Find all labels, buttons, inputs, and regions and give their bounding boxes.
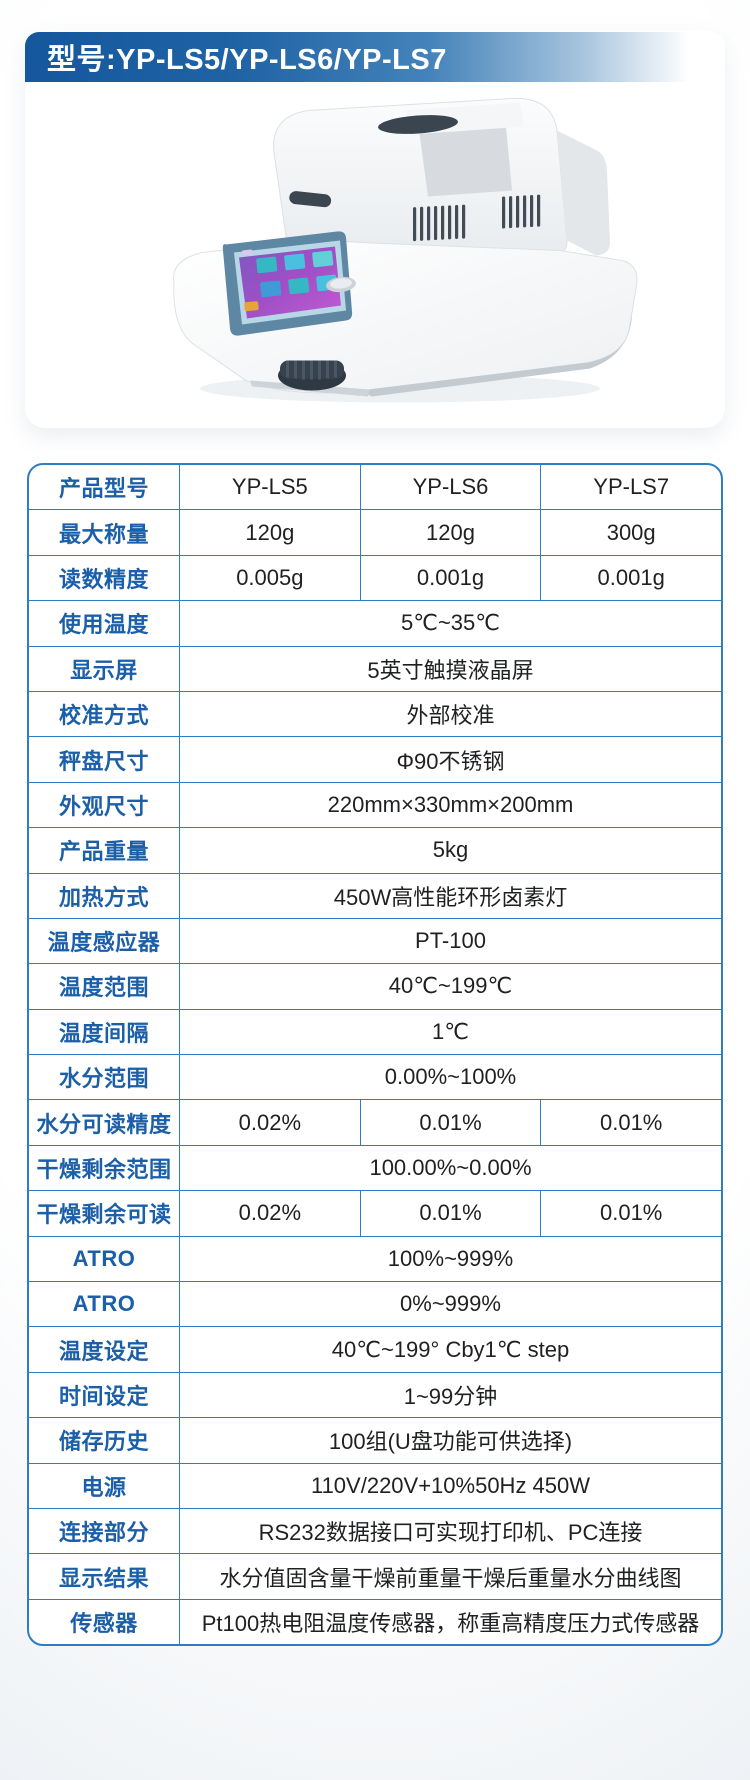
spec-value: 100%~999% [179, 1236, 721, 1282]
spec-value: 120g [359, 510, 541, 555]
table-row: 最大称量 120g 120g 300g [29, 509, 721, 555]
spec-label: 使用温度 [58, 612, 149, 638]
spec-value: 0.001g [540, 555, 721, 601]
table-row: 校准方式 外部校准 [29, 690, 721, 737]
spec-label: 干燥剩余范围 [36, 1157, 172, 1183]
spec-label: 校准方式 [58, 703, 149, 729]
spec-table: 产品型号 YP-LS5 YP-LS6 YP-LS7 最大称量 120g 120g 300g 读数… [27, 463, 723, 1647]
table-row: 产品重量 5kg [29, 827, 721, 873]
spec-value: 0.02% [179, 1100, 360, 1145]
table-row: 温度感应器 PT-100 [29, 917, 721, 964]
spec-value: 0.001g [359, 555, 541, 601]
table-row: 水分范围 0.00%~100% [29, 1054, 721, 1100]
table-row: 传感器 Pt100热电阻温度传感器，称重高精度压力式传感器 [29, 1598, 721, 1645]
spec-label: ATRO [72, 1291, 136, 1317]
spec-value: 0.02% [179, 1191, 360, 1236]
table-row: 显示屏 5英寸触摸液晶屏 [29, 645, 721, 691]
spec-value: PT-100 [179, 918, 721, 964]
spec-label: 温度设定 [58, 1338, 149, 1364]
spec-label: 读数精度 [58, 566, 149, 592]
spec-label: 储存历史 [58, 1429, 149, 1455]
spec-value: 1℃ [179, 1009, 721, 1055]
spec-value: 0%~999% [179, 1282, 721, 1327]
table-row: 干燥剩余范围 100.00%~0.00% [29, 1144, 721, 1191]
spec-value: 0.01% [540, 1100, 721, 1145]
spec-value: 120g [179, 510, 360, 555]
table-row: 读数精度 0.005g 0.001g 0.001g [29, 554, 721, 601]
product-hero-card: 型号:YP-LS5/YP-LS6/YP-LS7 [25, 30, 725, 428]
spec-value: 40℃~199℃ [179, 964, 721, 1009]
spec-label: 秤盘尺寸 [58, 748, 149, 774]
spec-value: Φ90不锈钢 [179, 737, 721, 782]
table-row: 产品型号 YP-LS5 YP-LS6 YP-LS7 [29, 465, 721, 510]
table-row: ATRO 0%~999% [29, 1281, 721, 1327]
table-row: 干燥剩余可读 0.02% 0.01% 0.01% [29, 1190, 721, 1236]
spec-value: 0.005g [179, 555, 360, 601]
spec-value: YP-LS5 [179, 465, 360, 510]
spec-label: 显示结果 [58, 1565, 149, 1591]
table-row: 温度范围 40℃~199℃ [29, 963, 721, 1009]
spec-value: 0.01% [540, 1191, 721, 1236]
spec-value: Pt100热电阻温度传感器，称重高精度压力式传感器 [179, 1599, 721, 1645]
model-title-bar: 型号:YP-LS5/YP-LS6/YP-LS7 [25, 32, 725, 82]
spec-value: 450W高性能环形卤素灯 [179, 873, 721, 918]
spec-value: YP-LS6 [359, 465, 541, 510]
spec-label: 温度感应器 [47, 930, 161, 956]
spec-label: 时间设定 [58, 1384, 149, 1409]
spec-label: 水分范围 [58, 1066, 149, 1092]
spec-value: 5英寸触摸液晶屏 [179, 646, 721, 691]
table-row: 储存历史 100组(U盘功能可供选择) [29, 1417, 721, 1463]
spec-value: 0.01% [359, 1100, 541, 1145]
spec-label: 水分可读精度 [36, 1111, 172, 1137]
table-row: 外观尺寸 220mm×330mm×200mm [29, 781, 721, 828]
spec-value: 1~99分钟 [179, 1372, 721, 1418]
product-photo [160, 90, 640, 405]
page-title: 型号:YP-LS5/YP-LS6/YP-LS7 [47, 44, 447, 76]
spec-value: 110V/220V+10%50Hz 450W [179, 1463, 721, 1508]
spec-value: 100.00%~0.00% [179, 1145, 721, 1191]
spec-label: 最大称量 [58, 521, 149, 547]
table-row: 水分可读精度 0.02% 0.01% 0.01% [29, 1099, 721, 1145]
spec-value: 100组(U盘功能可供选择) [179, 1418, 721, 1463]
table-row: 时间设定 1~99分钟 [29, 1371, 721, 1418]
spec-label: 产品重量 [58, 839, 149, 865]
spec-label: 加热方式 [58, 884, 149, 910]
spec-label: 连接部分 [58, 1520, 149, 1546]
table-row: 使用温度 5℃~35℃ [29, 600, 721, 646]
table-row: 显示结果 水分值固含量干燥前重量干燥后重量水分曲线图 [29, 1553, 721, 1599]
spec-label: 外观尺寸 [58, 793, 149, 819]
spec-value: 220mm×330mm×200mm [179, 782, 721, 828]
table-row: 温度间隔 1℃ [29, 1008, 721, 1055]
table-row: ATRO 100%~999% [29, 1235, 721, 1282]
spec-value: 40℃~199° Cby1℃ step [179, 1327, 721, 1372]
table-row: 秤盘尺寸 Φ90不锈钢 [29, 736, 721, 782]
spec-label: 产品型号 [58, 476, 149, 502]
spec-label: 干燥剩余可读 [36, 1202, 172, 1228]
spec-label: 温度范围 [58, 975, 149, 1001]
spec-label: 显示屏 [70, 657, 138, 683]
spec-label: 电源 [81, 1474, 127, 1500]
spec-value: 0.01% [359, 1191, 541, 1236]
spec-label: 温度间隔 [58, 1020, 149, 1046]
spec-value: 300g [540, 510, 721, 555]
spec-value: RS232数据接口可实现打印机、PC连接 [179, 1508, 721, 1554]
table-row: 加热方式 450W高性能环形卤素灯 [29, 872, 721, 918]
spec-label: 传感器 [70, 1610, 138, 1636]
spec-label: ATRO [72, 1245, 136, 1271]
moisture-analyzer-illustration [173, 97, 638, 403]
spec-value: YP-LS7 [540, 465, 721, 510]
table-row: 电源 110V/220V+10%50Hz 450W [29, 1462, 721, 1508]
table-row: 温度设定 40℃~199° Cby1℃ step [29, 1326, 721, 1372]
spec-value: 5℃~35℃ [179, 601, 721, 646]
table-row: 连接部分 RS232数据接口可实现打印机、PC连接 [29, 1507, 721, 1554]
spec-value: 外部校准 [179, 691, 721, 737]
spec-value: 0.00%~100% [179, 1055, 721, 1100]
spec-value: 5kg [179, 828, 721, 873]
spec-value: 水分值固含量干燥前重量干燥后重量水分曲线图 [179, 1554, 721, 1599]
